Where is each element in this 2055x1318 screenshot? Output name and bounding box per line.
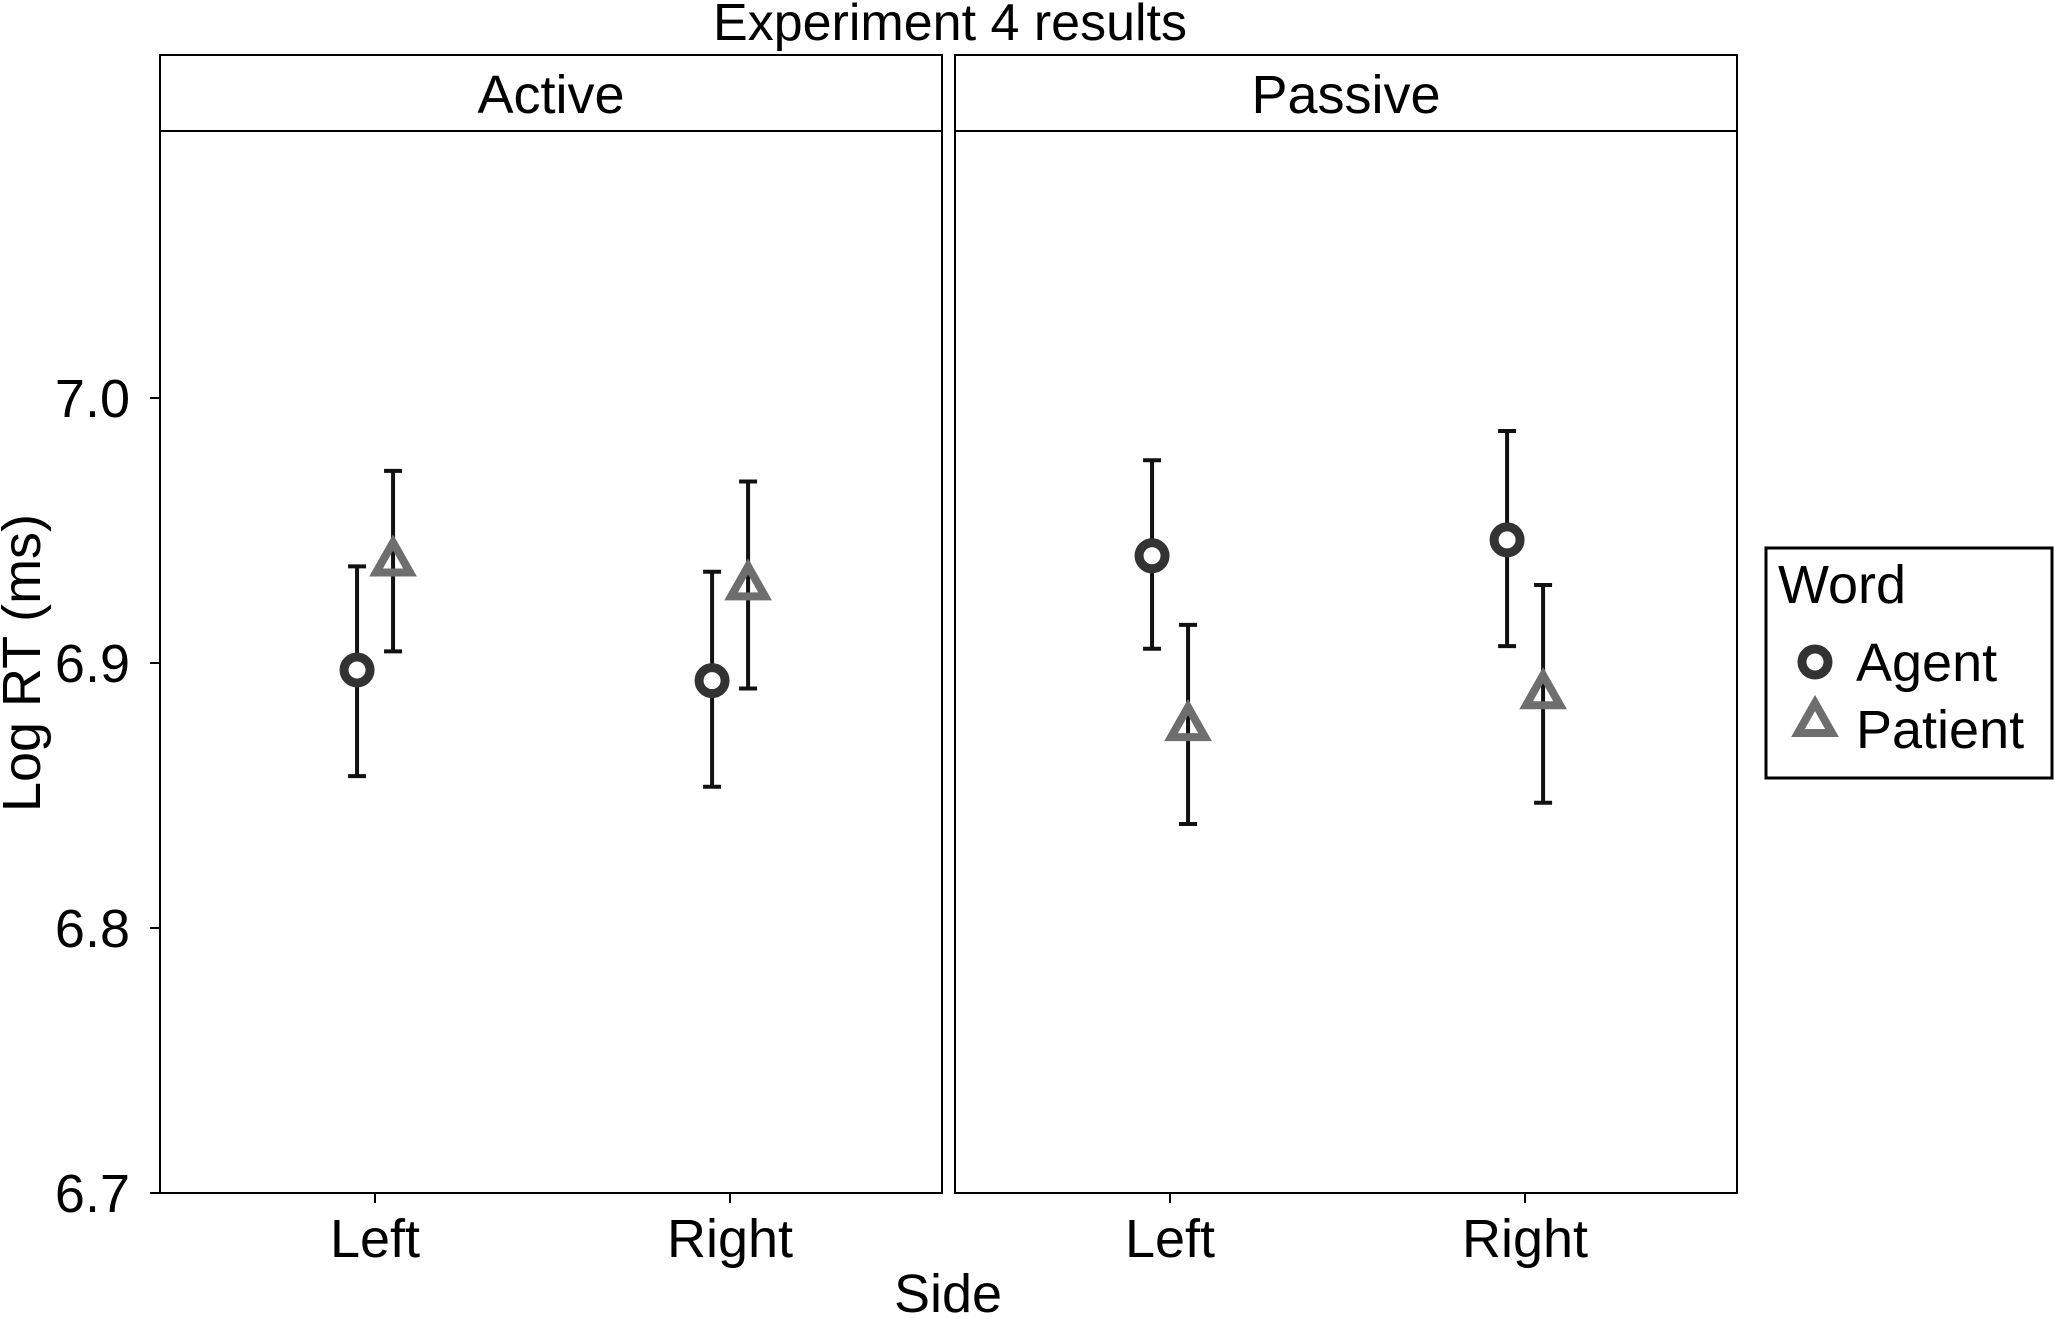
marks-passive bbox=[1134, 429, 1567, 826]
chart-title: Experiment 4 results bbox=[713, 0, 1187, 52]
x-tick-label: Right bbox=[1462, 1209, 1588, 1269]
legend-patient-label: Patient bbox=[1856, 700, 2024, 760]
x-axis-title: Side bbox=[894, 1264, 1002, 1318]
patient-point bbox=[1519, 667, 1567, 710]
x-tick-label: Left bbox=[330, 1209, 420, 1269]
x-axis: Left Right Left Right Side bbox=[330, 1193, 1588, 1318]
legend-title: Word bbox=[1778, 555, 1906, 615]
legend-agent-marker bbox=[1797, 644, 1833, 680]
y-axis: 6.7 6.8 6.9 7.0 Log RT (ms) bbox=[0, 369, 160, 1224]
patient-point bbox=[369, 534, 417, 577]
y-axis-title: Log RT (ms) bbox=[0, 514, 52, 812]
agent-point bbox=[339, 652, 375, 688]
panel-frame-passive bbox=[954, 130, 1738, 1194]
panel-frame-active bbox=[159, 130, 943, 1194]
x-tick-label: Left bbox=[1125, 1209, 1215, 1269]
agent-point bbox=[694, 663, 730, 699]
y-tick-label: 7.0 bbox=[55, 369, 130, 429]
panel-passive: Passive bbox=[954, 54, 1738, 1194]
x-tick-label: Right bbox=[667, 1209, 793, 1269]
strip-label-passive: Passive bbox=[1251, 65, 1440, 125]
patient-point bbox=[724, 558, 772, 601]
y-tick-label: 6.8 bbox=[55, 899, 130, 959]
legend: Word Agent Patient bbox=[1764, 546, 2054, 780]
patient-point bbox=[1164, 699, 1212, 742]
agent-point bbox=[1134, 538, 1170, 574]
marks-active bbox=[339, 468, 772, 789]
y-tick-label: 6.9 bbox=[55, 634, 130, 694]
strip-active bbox=[159, 54, 943, 132]
panel-active: Active bbox=[159, 54, 943, 1194]
strip-label-active: Active bbox=[477, 65, 624, 125]
y-tick-label: 6.7 bbox=[55, 1164, 130, 1224]
strip-passive bbox=[954, 54, 1738, 132]
agent-point bbox=[1489, 522, 1525, 558]
legend-patient-marker bbox=[1791, 694, 1839, 737]
legend-agent-label: Agent bbox=[1856, 633, 1997, 693]
